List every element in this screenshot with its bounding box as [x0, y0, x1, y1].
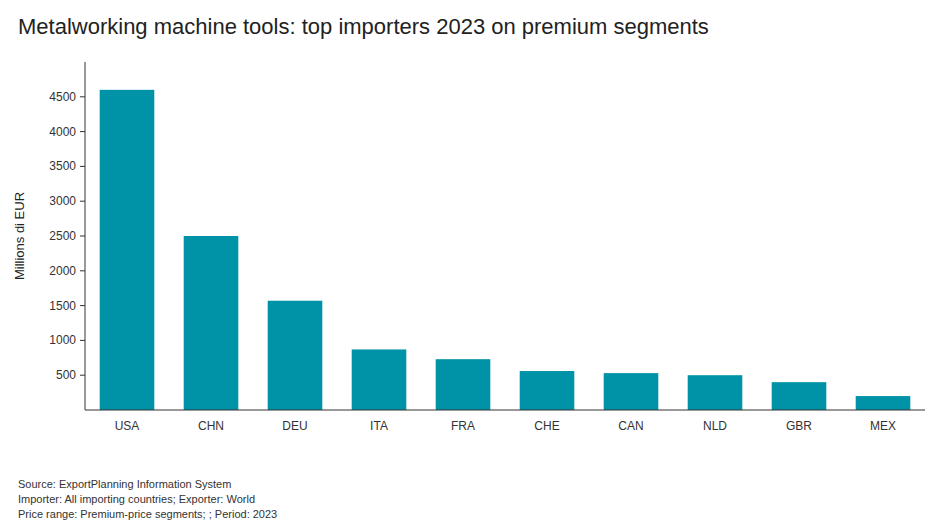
- y-tick: [80, 201, 85, 202]
- x-axis-line: [85, 410, 925, 411]
- bar: [436, 359, 491, 410]
- bar: [268, 301, 323, 410]
- source-notes: Source: ExportPlanning Information Syste…: [18, 478, 277, 520]
- y-tick-label: 500: [56, 368, 76, 382]
- x-tick-label: NLD: [703, 419, 727, 433]
- source-note: Price range: Premium-price segments; ; P…: [18, 508, 277, 520]
- x-tick-label: GBR: [786, 419, 812, 433]
- y-tick-label: 4500: [49, 90, 76, 104]
- x-tick-label: CHE: [534, 419, 559, 433]
- y-tick: [80, 270, 85, 271]
- x-ticks: USA CHN DEU ITA FRA CHE CAN NLD GBR MEX: [115, 419, 896, 433]
- y-tick: [80, 340, 85, 341]
- y-axis-label: Millions di EUR: [12, 192, 27, 280]
- bar: [100, 90, 155, 410]
- y-tick-label: 3500: [49, 159, 76, 173]
- y-tick: [80, 236, 85, 237]
- y-tick: [80, 96, 85, 97]
- x-tick-label: CHN: [198, 419, 224, 433]
- title: Metalworking machine tools: top importer…: [18, 14, 709, 39]
- y-tick: [80, 375, 85, 376]
- source-note: Source: ExportPlanning Information Syste…: [18, 478, 231, 490]
- bar: [772, 382, 827, 410]
- y-tick: [80, 166, 85, 167]
- y-tick: [80, 131, 85, 132]
- x-tick-label: ITA: [370, 419, 388, 433]
- source-note: Importer: All importing countries; Expor…: [18, 493, 255, 505]
- x-tick-label: CAN: [618, 419, 643, 433]
- y-tick: [80, 305, 85, 306]
- bar: [856, 396, 911, 410]
- x-tick-label: MEX: [870, 419, 896, 433]
- y-tick-label: 3000: [49, 194, 76, 208]
- bar: [688, 375, 743, 410]
- bar: [352, 349, 407, 410]
- y-ticks: 500 1000 1500 2000 2500 3000 3500 4000 4500: [49, 90, 85, 382]
- x-tick-label: FRA: [451, 419, 475, 433]
- y-tick-label: 1500: [49, 299, 76, 313]
- y-tick-label: 4000: [49, 125, 76, 139]
- bar: [604, 373, 659, 410]
- y-tick-label: 2500: [49, 229, 76, 243]
- y-tick-label: 2000: [49, 264, 76, 278]
- y-tick-label: 1000: [49, 333, 76, 347]
- bar: [520, 371, 575, 410]
- chart: Metalworking machine tools: top importer…: [0, 0, 950, 530]
- bar: [184, 236, 239, 410]
- bars: [100, 90, 911, 410]
- x-tick-label: USA: [115, 419, 140, 433]
- x-tick-label: DEU: [282, 419, 307, 433]
